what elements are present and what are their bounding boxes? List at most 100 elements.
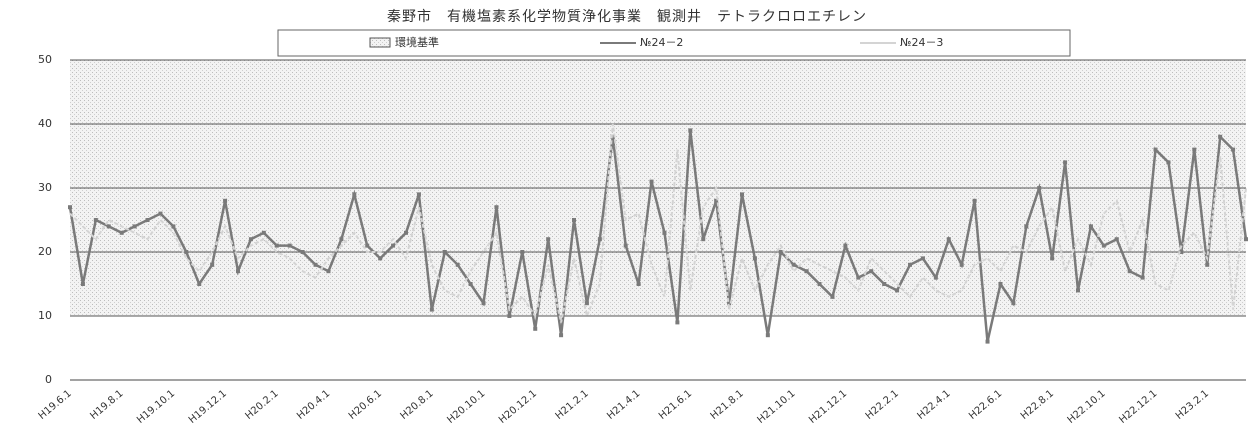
x-tick-label: H19.10.1 xyxy=(135,388,177,424)
x-tick-label: H20.2.1 xyxy=(243,388,280,422)
point xyxy=(714,198,719,203)
point xyxy=(68,205,72,210)
point xyxy=(223,198,228,203)
point xyxy=(1179,250,1184,254)
point xyxy=(404,230,408,235)
point xyxy=(391,243,396,248)
chart-title: 秦野市 有機塩素系化学物質浄化事業 観測井 テトラクロロエチレン xyxy=(387,8,867,25)
point xyxy=(1127,269,1132,274)
point xyxy=(946,237,951,242)
point xyxy=(688,128,693,133)
point xyxy=(623,243,628,248)
point xyxy=(119,230,124,235)
point xyxy=(610,134,615,139)
point xyxy=(287,243,292,248)
point xyxy=(442,250,447,254)
point xyxy=(933,275,938,280)
point xyxy=(416,192,421,197)
x-tick-label: H21.10.1 xyxy=(755,388,797,424)
point xyxy=(468,282,473,286)
x-tick-label: H20.10.1 xyxy=(445,388,487,424)
x-tick-label: H20.12.1 xyxy=(497,388,539,424)
point xyxy=(740,192,744,197)
point xyxy=(856,275,861,280)
point xyxy=(274,243,279,248)
point xyxy=(701,237,706,242)
point xyxy=(261,230,266,235)
point xyxy=(455,262,460,267)
point xyxy=(597,237,602,242)
point xyxy=(520,250,525,254)
point xyxy=(1205,262,1210,267)
point xyxy=(494,205,499,210)
point xyxy=(895,288,900,293)
point xyxy=(908,262,912,267)
point xyxy=(985,339,990,344)
x-tick-label: H22.8.1 xyxy=(1019,388,1056,422)
point xyxy=(1192,147,1197,152)
point xyxy=(533,326,538,331)
point xyxy=(365,243,370,248)
x-tick-label: H22.10.1 xyxy=(1066,388,1108,424)
point xyxy=(765,333,770,338)
point xyxy=(378,256,383,261)
point xyxy=(920,256,925,261)
point xyxy=(584,301,589,306)
y-tick-label: 50 xyxy=(38,53,52,66)
x-tick-label: H22.12.1 xyxy=(1117,388,1159,424)
point xyxy=(171,224,176,229)
point xyxy=(429,307,434,312)
x-tick-label: H20.4.1 xyxy=(295,388,332,422)
y-tick-label: 10 xyxy=(38,309,52,322)
point xyxy=(352,192,357,197)
point xyxy=(636,282,641,286)
x-tick-label: H19.12.1 xyxy=(187,388,229,424)
point xyxy=(1244,237,1248,242)
point xyxy=(248,237,253,242)
point xyxy=(869,269,874,274)
point xyxy=(804,269,809,274)
point xyxy=(1011,301,1016,306)
point xyxy=(145,218,150,222)
point xyxy=(572,218,576,222)
point xyxy=(106,224,111,229)
point xyxy=(546,237,551,242)
legend-label: №24－2 xyxy=(640,36,683,49)
x-tick-label: H21.6.1 xyxy=(657,388,694,422)
point xyxy=(1037,186,1042,190)
legend-swatch xyxy=(369,37,391,48)
x-tick-label: H20.8.1 xyxy=(399,388,436,422)
point xyxy=(1231,147,1236,152)
y-tick-label: 20 xyxy=(38,245,52,258)
point xyxy=(80,282,85,286)
series-line xyxy=(69,123,1247,323)
point xyxy=(339,237,344,242)
point xyxy=(300,250,305,254)
y-tick-label: 30 xyxy=(38,181,52,194)
point xyxy=(662,230,667,235)
point xyxy=(481,301,486,306)
x-tick-label: H23.2.1 xyxy=(1174,388,1211,422)
x-tick-label: H21.8.1 xyxy=(709,388,746,422)
point xyxy=(882,282,887,286)
point xyxy=(1140,275,1145,280)
x-tick-label: H19.6.1 xyxy=(37,388,74,422)
point xyxy=(1050,256,1055,261)
y-tick-label: 0 xyxy=(45,373,52,386)
point xyxy=(752,256,757,261)
point xyxy=(197,282,202,286)
point xyxy=(791,262,796,267)
point xyxy=(236,269,240,274)
x-tick-label: H19.8.1 xyxy=(88,388,125,422)
x-tick-label: H22.2.1 xyxy=(864,388,901,422)
point xyxy=(675,320,680,325)
point xyxy=(1153,147,1158,152)
point xyxy=(998,282,1003,286)
point xyxy=(972,198,977,203)
point xyxy=(1114,237,1119,242)
point xyxy=(158,211,163,216)
point xyxy=(649,179,654,184)
point xyxy=(1088,224,1093,229)
point xyxy=(313,262,318,267)
